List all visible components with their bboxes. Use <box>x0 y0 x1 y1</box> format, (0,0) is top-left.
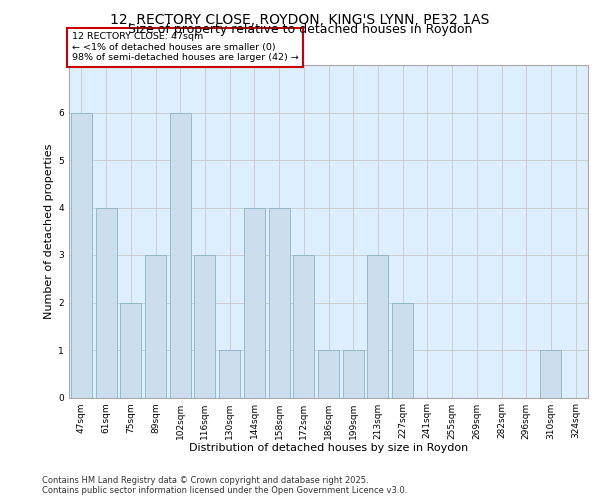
Bar <box>392 302 413 398</box>
Bar <box>170 112 191 398</box>
Bar <box>343 350 364 398</box>
Bar <box>244 208 265 398</box>
Y-axis label: Number of detached properties: Number of detached properties <box>44 144 54 319</box>
Text: Size of property relative to detached houses in Roydon: Size of property relative to detached ho… <box>128 22 472 36</box>
Bar <box>71 112 92 398</box>
X-axis label: Distribution of detached houses by size in Roydon: Distribution of detached houses by size … <box>189 443 468 453</box>
Text: 12 RECTORY CLOSE: 47sqm
← <1% of detached houses are smaller (0)
98% of semi-det: 12 RECTORY CLOSE: 47sqm ← <1% of detache… <box>72 32 299 62</box>
Bar <box>541 350 562 398</box>
Bar <box>367 255 388 398</box>
Bar <box>269 208 290 398</box>
Bar <box>95 208 116 398</box>
Bar <box>318 350 339 398</box>
Text: 12, RECTORY CLOSE, ROYDON, KING'S LYNN, PE32 1AS: 12, RECTORY CLOSE, ROYDON, KING'S LYNN, … <box>110 12 490 26</box>
Bar <box>219 350 240 398</box>
Bar <box>194 255 215 398</box>
Bar <box>293 255 314 398</box>
Bar <box>145 255 166 398</box>
Bar <box>120 302 141 398</box>
Text: Contains HM Land Registry data © Crown copyright and database right 2025.
Contai: Contains HM Land Registry data © Crown c… <box>42 476 407 495</box>
